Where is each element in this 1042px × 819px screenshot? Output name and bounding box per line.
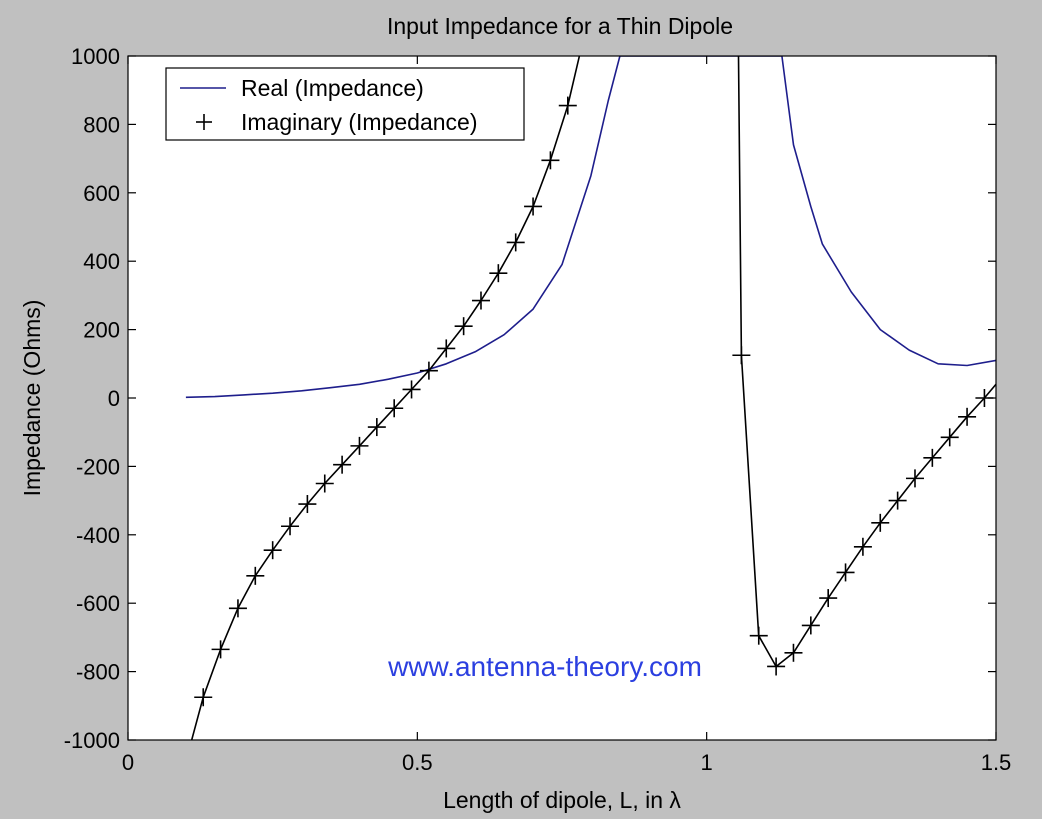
series-imaginary-marker [489, 264, 508, 283]
series-imaginary-marker [246, 566, 265, 585]
series-imaginary-marker [315, 474, 334, 493]
x-tick-label: 0 [122, 750, 134, 775]
series-imaginary-marker [558, 96, 577, 115]
series-imaginary-marker [419, 361, 438, 380]
legend: Real (Impedance) Imaginary (Impedance) [165, 67, 525, 141]
series-imaginary-marker [263, 541, 282, 560]
series-imaginary-marker [367, 418, 386, 437]
x-axis-label: Length of dipole, L, in λ [443, 787, 681, 813]
series-imaginary-marker [888, 491, 907, 510]
series-imaginary-marker [767, 657, 786, 676]
series-real-line [185, 56, 996, 399]
series-imaginary-marker [298, 495, 317, 514]
series-imaginary-marker [836, 563, 855, 582]
y-tick-label: 600 [83, 181, 120, 206]
series-imaginary-marker [385, 399, 404, 418]
series-imaginary-marker [333, 455, 352, 474]
y-axis-label: Impedance (Ohms) [19, 300, 45, 497]
y-tick-label: 0 [108, 386, 120, 411]
series-imaginary-marker [524, 197, 543, 216]
legend-entry-real: Real (Impedance) [241, 75, 424, 101]
y-tick-label: -800 [76, 660, 120, 685]
plot-area [128, 56, 996, 740]
series-imaginary-marker [471, 291, 490, 310]
y-tick-label: 400 [83, 249, 120, 274]
y-tick-label: 1000 [71, 44, 120, 69]
y-tick-label: 200 [83, 318, 120, 343]
watermark-annotation: www.antenna-theory.com [387, 651, 702, 682]
series-imaginary-line-segment-1 [190, 56, 581, 740]
y-tick-label: -400 [76, 523, 120, 548]
series-imaginary-marker [905, 469, 924, 488]
y-tick-label: -1000 [64, 728, 120, 753]
series-imaginary-marker [871, 513, 890, 532]
series-imaginary-marker [281, 517, 300, 536]
y-tick-label: -600 [76, 591, 120, 616]
y-tick-labels: -1000 -800 -600 -400 -200 0 200 400 600 800 1000 [64, 44, 120, 753]
series-imaginary-marker [784, 643, 803, 662]
x-tick-label: 1.5 [981, 750, 1012, 775]
series-imaginary-marker [437, 339, 456, 358]
legend-entry-imaginary: Imaginary (Impedance) [241, 109, 478, 135]
series-imaginary-marker [506, 233, 525, 252]
series-imaginary-marker [923, 448, 942, 467]
axis-ticks [127, 55, 997, 741]
x-tick-labels: 0 0.5 1 1.5 [122, 750, 1011, 775]
series-imaginary-marker [541, 151, 560, 170]
series-imaginary-marker [228, 599, 247, 618]
series-imaginary-marker [819, 589, 838, 608]
series-imaginary-marker [402, 380, 421, 399]
series-layer [185, 56, 996, 740]
series-imaginary-marker [958, 407, 977, 426]
series-imaginary-marker [211, 640, 230, 659]
legend-swatch-imaginary [196, 114, 212, 130]
series-imaginary-marker [749, 626, 768, 645]
series-imaginary-marker [801, 616, 820, 635]
series-imaginary-marker [350, 436, 369, 455]
x-tick-label: 0.5 [402, 750, 433, 775]
y-tick-label: 800 [83, 112, 120, 137]
series-imaginary-marker [732, 346, 751, 365]
legend-box [165, 67, 525, 141]
series-imaginary-marker [853, 537, 872, 556]
y-tick-label: -200 [76, 454, 120, 479]
series-imaginary-marker [194, 688, 213, 707]
series-imaginary-marker [454, 317, 473, 336]
x-tick-label: 1 [701, 750, 713, 775]
series-imaginary-marker [940, 428, 959, 447]
chart-title: Input Impedance for a Thin Dipole [387, 13, 733, 39]
